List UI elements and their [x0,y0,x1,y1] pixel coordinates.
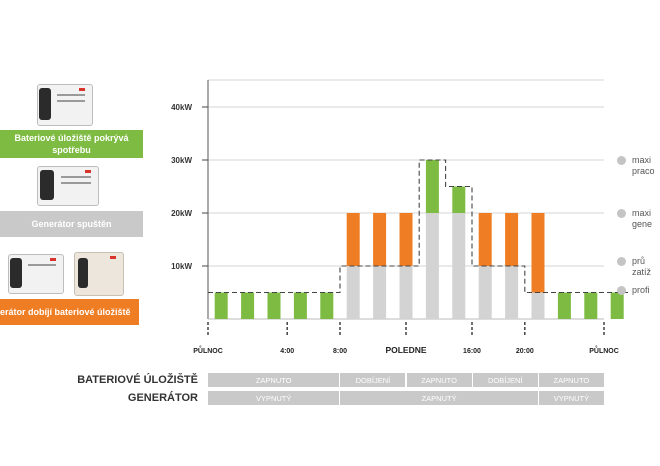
status-segment: VYPNUTÝ [538,391,604,405]
bar-segment [399,266,413,319]
status-segment: VYPNUTÝ [208,391,340,405]
x-tick-label: 8:00 [333,348,347,355]
bar-segment [531,213,545,293]
generator-image-1 [35,80,95,128]
legend-item-max-generator: maxi gene [617,208,652,230]
status-segment: ZAPNUTO [406,373,472,387]
legend-text: maxi praco [632,155,655,176]
legend-item-average-load: prů zatíž [617,256,651,278]
legend-item-profile: profi [617,285,650,296]
bar-segment [478,266,492,319]
bar-segment [557,292,571,319]
bar-segment [452,213,466,319]
legend-dot-icon [617,257,626,266]
bar-segment [425,160,439,213]
bar-segment [452,186,466,213]
bar-segment [214,292,228,319]
x-tick-label: PŮLNOC [193,345,223,355]
chart-ticks: 10kW 20kW 30kW 40kW PŮLNOC 4:00 8:00 POLEDNE 16:… [171,103,619,355]
y-tick-label: 20kW [171,209,192,218]
legend-dot-icon [617,286,626,295]
bar-segment [478,213,492,266]
card-label-generator-started: Generátor spuštěn [0,211,143,237]
status-segment: ZAPNUTO [208,373,340,387]
card-label-battery-covers: Bateriové úložiště pokrývá spotřebu [0,130,143,158]
bar-segment [373,213,387,266]
row-label-generator: GENERÁTOR [127,392,198,404]
bar-segment [293,292,307,319]
row-label-battery: BATERIOVÉ ÚLOŽIŠTĚ [77,374,198,386]
chart-profile-line [208,159,631,294]
bar-segment [320,292,334,319]
x-tick-label: 20:00 [516,348,534,355]
bar-segment [346,266,360,319]
bar-segment [584,292,598,319]
bar-segment [505,266,519,319]
status-segment: DOBÍJENÍ [472,373,538,387]
y-tick-label: 40kW [171,103,192,112]
bar-segment [399,213,413,266]
bar-segment [241,292,255,319]
legend-dot-icon [617,209,626,218]
x-tick-label: POLEDNE [385,345,426,355]
bar-segment [267,292,281,319]
bar-segment [346,213,360,266]
bar-segment [531,292,545,319]
status-segment: DOBÍJENÍ [340,373,406,387]
bar-segment [373,266,387,319]
legend-text: maxi gene [632,208,653,229]
generator-image-3 [6,250,66,296]
y-tick-label: 30kW [171,156,192,165]
chart-bars [214,160,624,319]
legend-text: prů zatíž [632,256,652,277]
x-tick-label: 4:00 [280,348,294,355]
profile-line [208,159,631,294]
legend-item-max-working: maxi praco [617,155,655,177]
bar-segment [610,292,624,319]
bar-segment [505,213,519,266]
battery-image [72,250,128,296]
card-label-generator-charges: erátor dobíjí bateriové úložiště [0,299,139,325]
legend-dot-icon [617,156,626,165]
legend-text: profi [632,285,650,295]
y-tick-label: 10kW [171,262,192,271]
x-tick-label: PŮLNOC [589,345,619,355]
generator-image-2 [35,162,101,208]
status-segment: ZAPNUTO [538,373,604,387]
x-tick-label: 16:00 [463,348,481,355]
status-segment: ZAPNUTÝ [340,391,538,405]
bar-segment [425,213,439,319]
